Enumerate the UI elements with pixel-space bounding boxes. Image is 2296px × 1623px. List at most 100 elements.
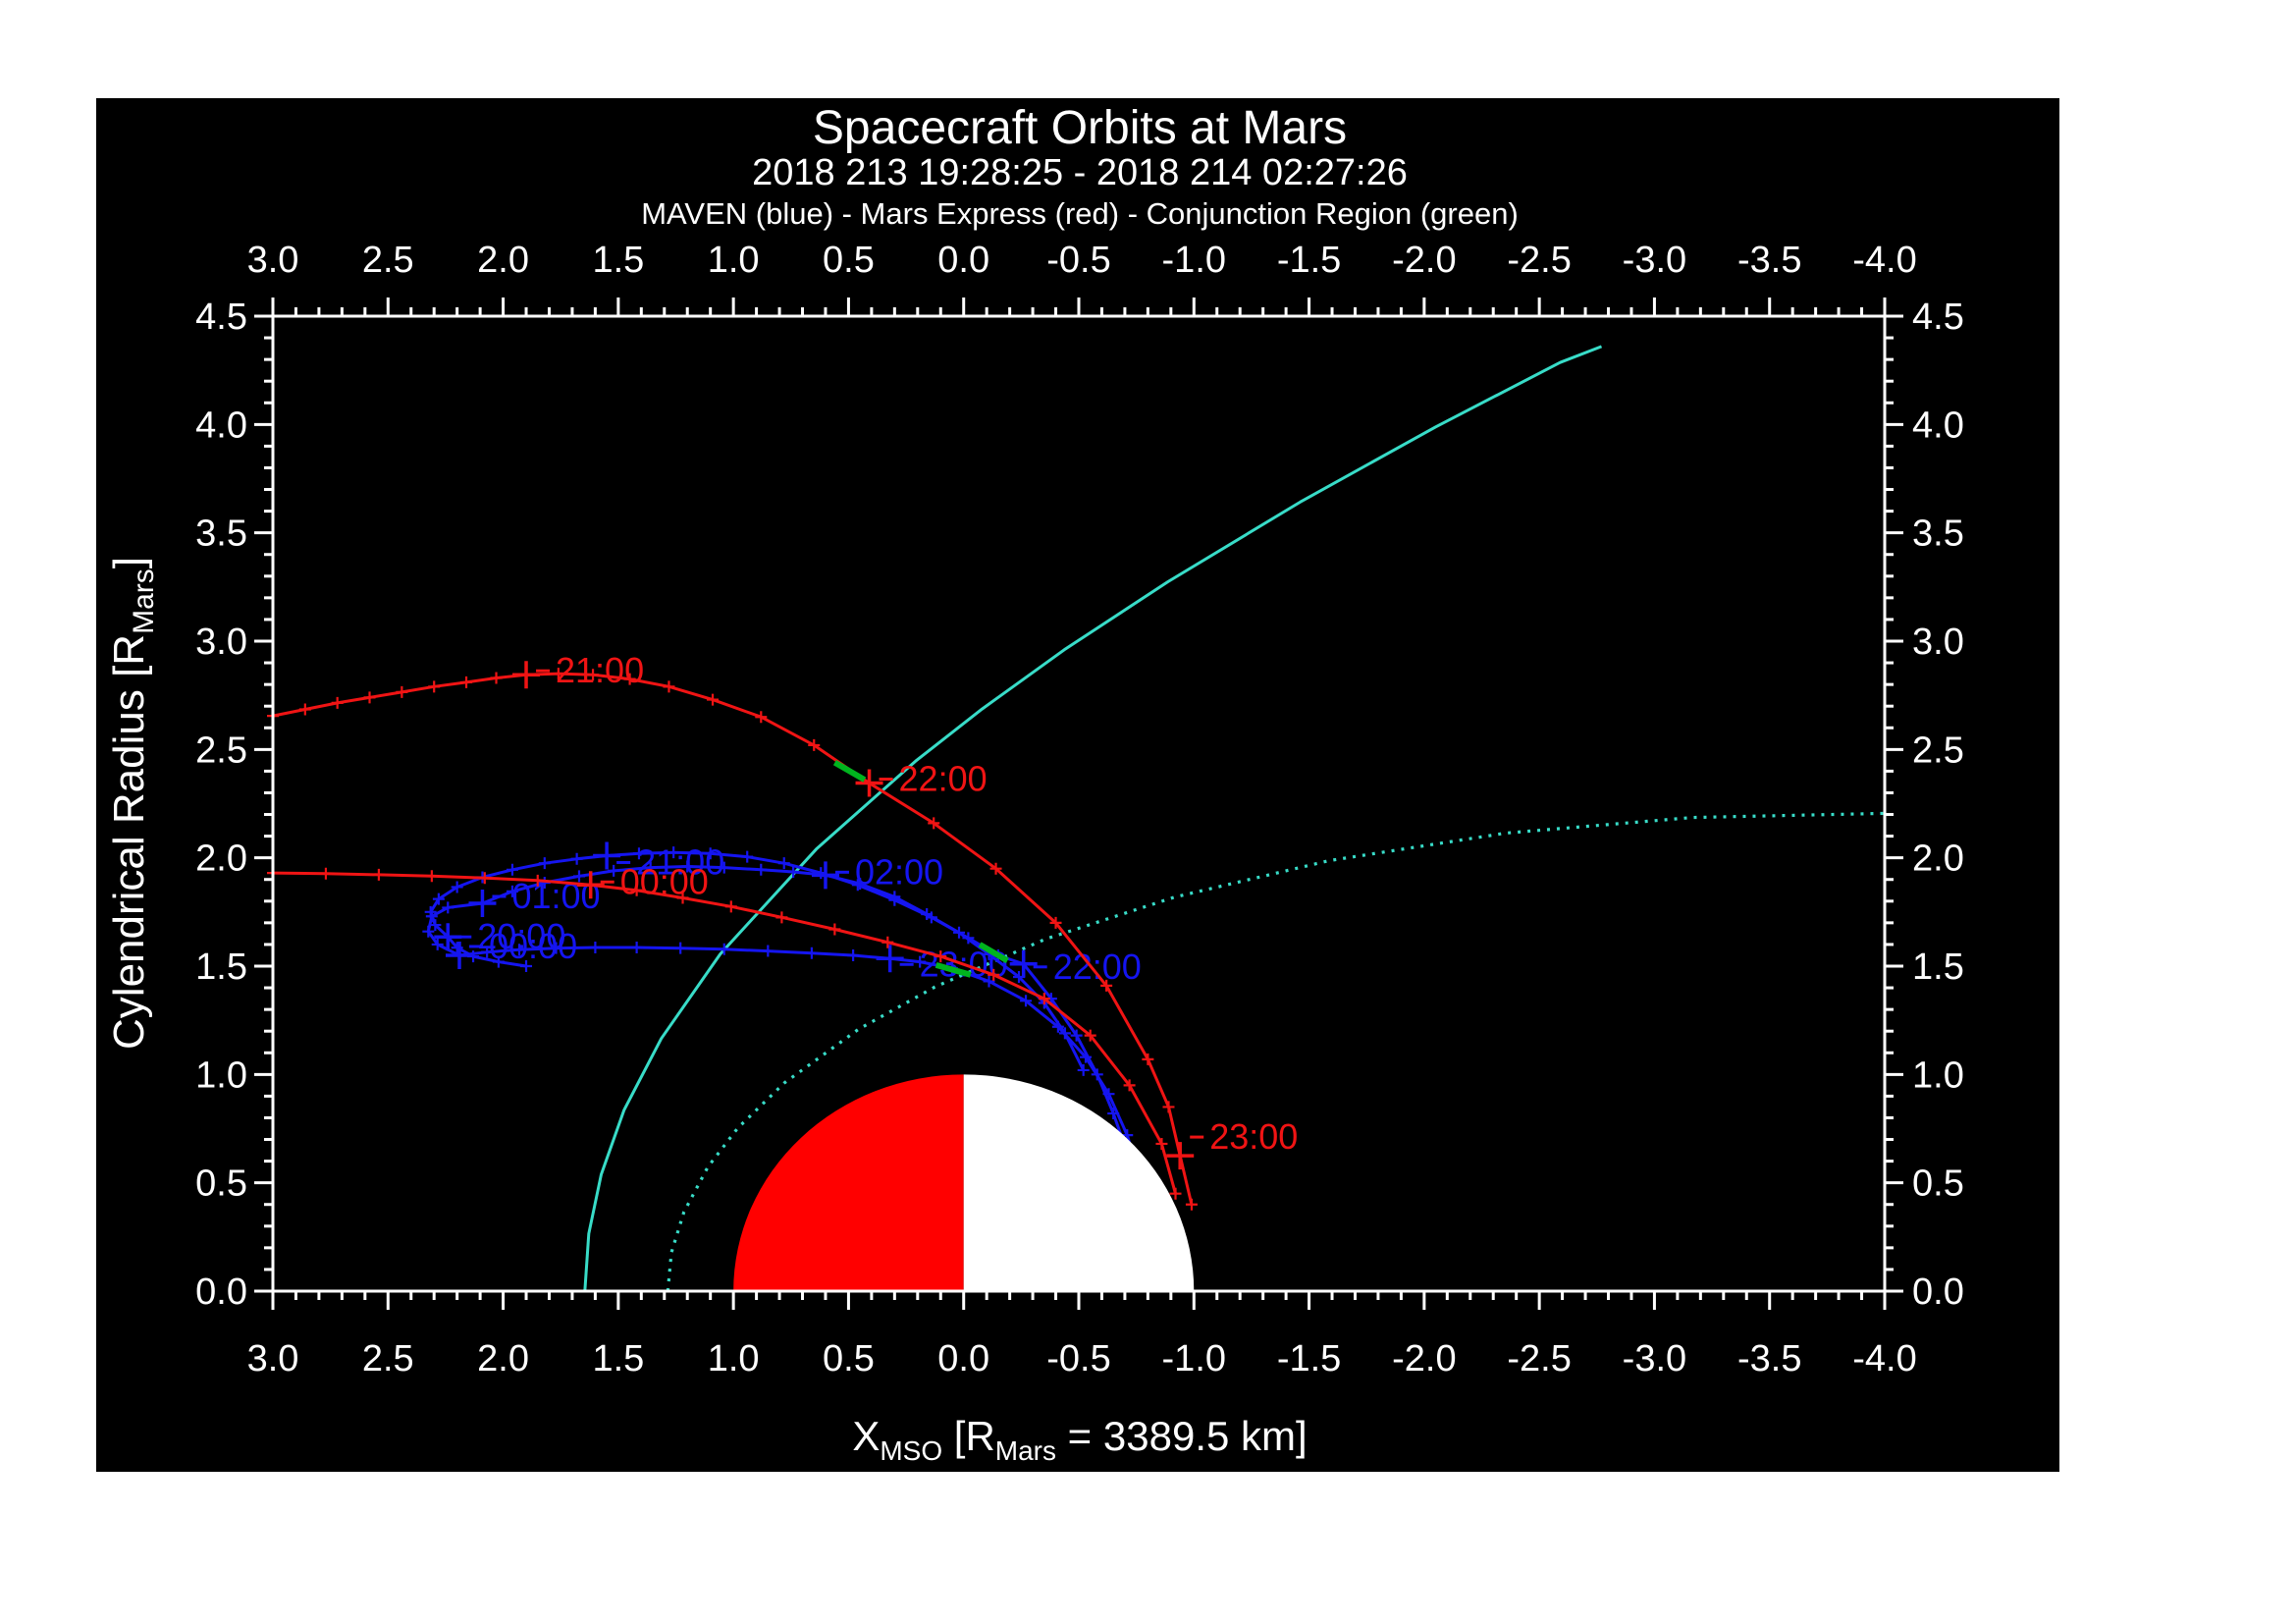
minute-tick-cross [953, 926, 966, 939]
hour-label: 22:00 [899, 759, 988, 799]
minute-tick-cross [777, 857, 790, 870]
y-tick-label-right: 1.0 [1912, 1055, 1964, 1096]
x-tick-label-bottom: -2.0 [1392, 1338, 1456, 1380]
y-tick-label-left: 2.0 [195, 839, 247, 880]
x-tick-label-top: -0.5 [1046, 240, 1110, 281]
minute-tick-cross [632, 847, 645, 860]
hour-mark-cross [1166, 1142, 1195, 1170]
minute-tick-cross [1169, 1187, 1182, 1200]
minute-tick-cross [531, 874, 544, 887]
hour-mark-cross [811, 861, 839, 890]
minute-tick-cross [425, 910, 438, 923]
y-tick-label-left: 3.0 [195, 622, 247, 663]
conjunction-region-maven-inbound-path [978, 942, 1009, 964]
minute-tick-cross [520, 960, 533, 972]
minute-tick-cross [623, 673, 636, 685]
mars-disk-layer [733, 1074, 1195, 1291]
x-tick-label-top: -4.0 [1852, 240, 1916, 281]
y-tick-label-right: 3.0 [1912, 622, 1964, 663]
minute-tick-cross [490, 672, 503, 684]
y-tick-label-right: 0.5 [1912, 1163, 1964, 1205]
minute-tick-cross [681, 860, 694, 873]
minute-tick-cross [851, 879, 864, 892]
hour-label: 21:00 [636, 841, 724, 882]
x-tick-label-bottom: -1.5 [1277, 1338, 1341, 1380]
x-tick-label-top: 2.0 [477, 240, 529, 281]
minute-tick-cross [481, 946, 494, 958]
x-tick-label-bottom: 2.0 [477, 1338, 529, 1380]
minute-tick-cross [422, 925, 435, 938]
x-tick-label-bottom: 2.5 [362, 1338, 414, 1380]
x-tick-label-top: -3.0 [1623, 240, 1686, 281]
minute-tick-cross [934, 950, 947, 963]
minute-tick-cross [808, 738, 821, 751]
y-tick-label-right: 1.5 [1912, 947, 1964, 988]
minute-tick-cross [741, 850, 754, 863]
x-tick-label-top: -2.0 [1392, 240, 1456, 281]
minute-tick-cross [319, 867, 332, 880]
hour-mark-cross [1009, 949, 1038, 978]
x-tick-label-bottom: 3.0 [247, 1338, 299, 1380]
minute-tick-cross [506, 863, 518, 876]
minute-tick-cross [1070, 1029, 1083, 1042]
x-tick-label-top: 1.0 [708, 240, 760, 281]
minute-tick-cross [847, 948, 860, 961]
minute-tick-cross [572, 870, 585, 883]
orbit-curves-layer: 20:0021:0022:0023:0000:0001:0002:0021:00… [267, 345, 1886, 1292]
hour-mark-cross [512, 661, 541, 689]
minute-tick-cross [755, 863, 768, 876]
y-tick-label-left: 4.0 [195, 405, 247, 446]
minute-tick-cross [718, 943, 730, 955]
x-tick-label-bottom: -1.0 [1162, 1338, 1226, 1380]
mars-nightside [963, 1074, 1195, 1291]
minute-tick-cross [1080, 1051, 1093, 1063]
minute-tick-cross [1107, 1108, 1120, 1120]
minute-tick-cross [983, 975, 995, 988]
x-tick-label-bottom: -4.0 [1852, 1338, 1916, 1380]
minute-tick-cross [1020, 995, 1033, 1007]
minute-tick-cross [432, 893, 445, 905]
minute-tick-cross [755, 711, 768, 724]
y-tick-label-right: 0.0 [1912, 1271, 1964, 1313]
hour-label: 20:00 [477, 916, 565, 956]
x-tick-label-top: 0.0 [937, 240, 989, 281]
minute-tick-cross [881, 936, 894, 948]
x-tick-label-bottom: 0.0 [937, 1338, 989, 1380]
minute-tick-cross [1051, 1020, 1064, 1033]
minute-tick-cross [506, 885, 518, 897]
hour-mark-cross [855, 769, 883, 797]
minute-tick-cross [854, 878, 867, 891]
minute-tick-cross [762, 945, 774, 957]
minute-tick-cross [550, 942, 562, 954]
x-tick-label-top: 1.5 [592, 240, 644, 281]
x-tick-label-bottom: 1.0 [708, 1338, 760, 1380]
minute-tick-cross [372, 868, 385, 881]
x-tick-label-bottom: -3.5 [1737, 1338, 1801, 1380]
hour-label: 00:00 [489, 926, 577, 966]
x-tick-label-top: 3.0 [247, 240, 299, 281]
minute-tick-cross [1102, 1088, 1115, 1101]
minute-tick-cross [1038, 993, 1050, 1005]
minute-tick-cross [707, 693, 720, 706]
orbit-conjunction-region-maven-outbound [934, 962, 972, 978]
x-tick-label-top: 2.5 [362, 240, 414, 281]
y-tick-label-left: 3.5 [195, 514, 247, 555]
y-tick-label-right: 4.0 [1912, 405, 1964, 446]
minute-tick-cross [663, 680, 675, 693]
minute-tick-cross [676, 892, 689, 904]
minute-tick-cross [460, 676, 473, 688]
conjunction-region-mex-path [832, 760, 867, 783]
y-tick-label-left: 1.5 [195, 947, 247, 988]
y-tick-label-right: 2.0 [1912, 839, 1964, 880]
minute-tick-cross [1155, 1137, 1168, 1150]
minute-tick-cross [644, 861, 657, 874]
minute-tick-cross [570, 852, 583, 865]
hour-label: 21:00 [556, 650, 644, 690]
x-tick-label-top: -3.5 [1737, 240, 1801, 281]
minute-tick-cross [989, 862, 1002, 875]
plot-title: Spacecraft Orbits at Mars [813, 102, 1347, 154]
minute-tick-cross [888, 891, 901, 903]
y-tick-label-left: 1.0 [195, 1055, 247, 1096]
minute-tick-cross [331, 696, 344, 709]
